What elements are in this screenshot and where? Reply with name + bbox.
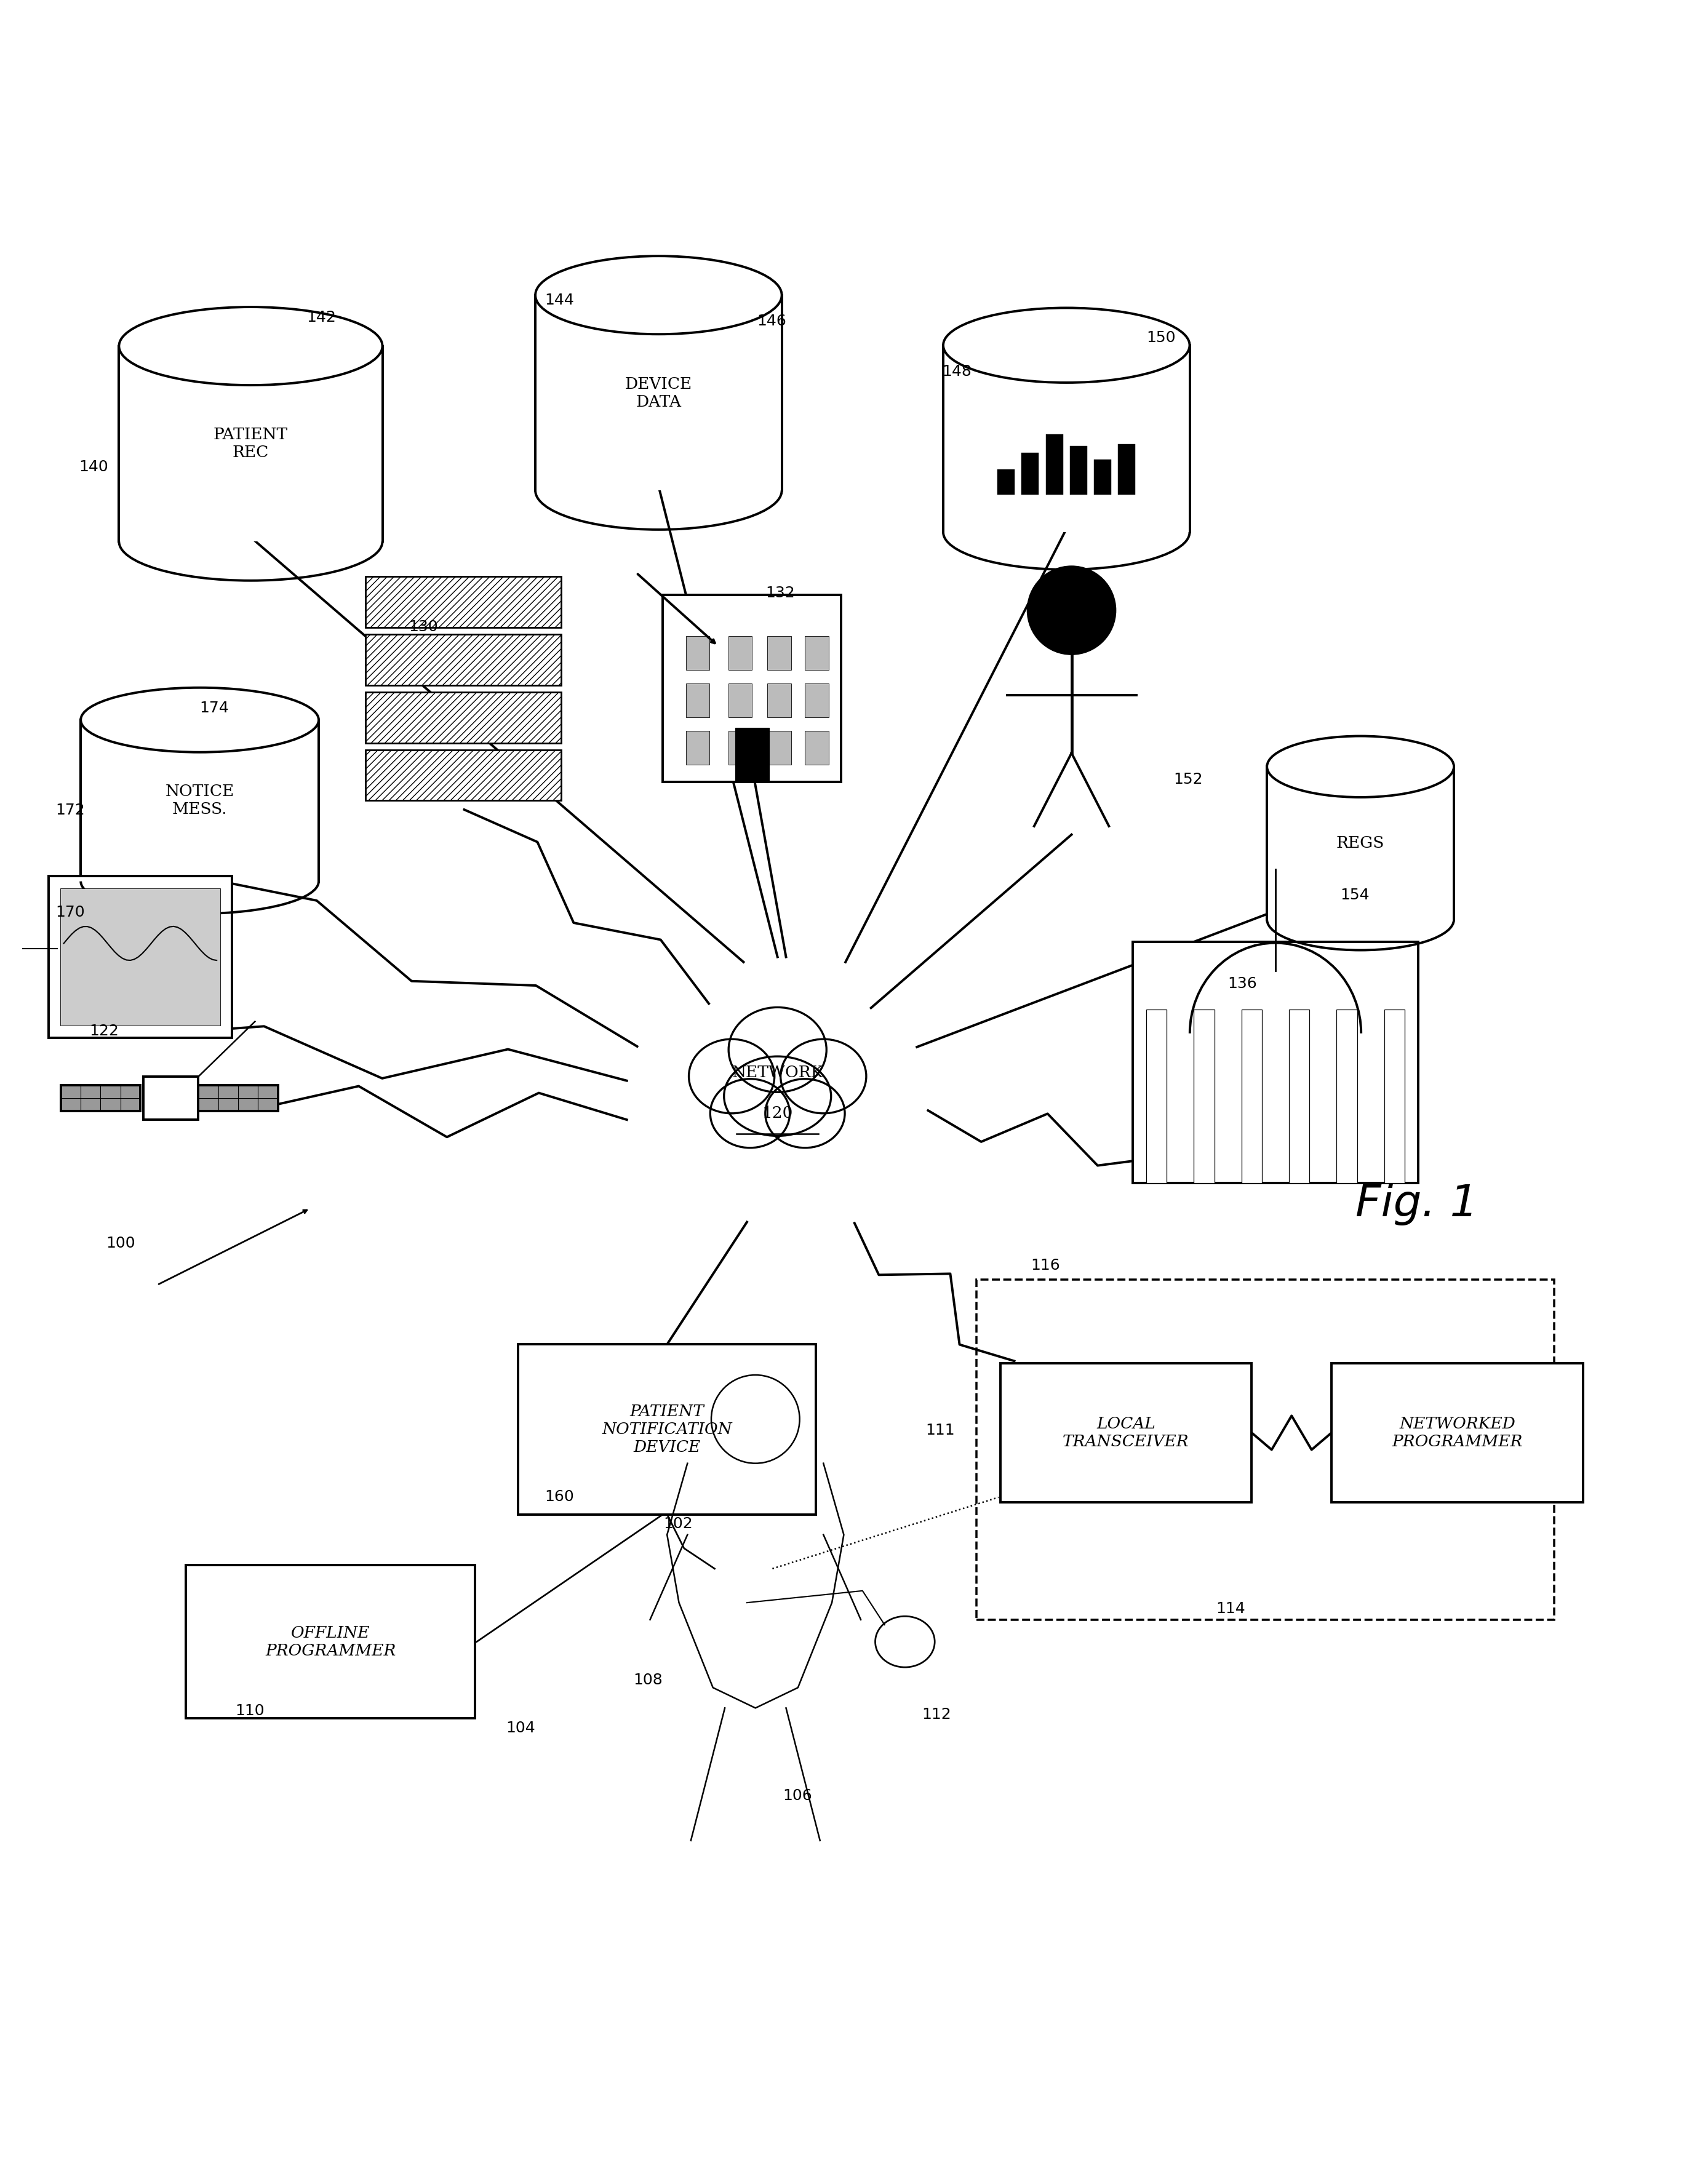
Bar — [1337, 1009, 1358, 1183]
Text: PATIENT
REC: PATIENT REC — [214, 427, 289, 460]
Bar — [518, 1344, 816, 1514]
Ellipse shape — [874, 1617, 934, 1667]
Bar — [60, 889, 220, 1026]
Bar — [804, 684, 828, 717]
Text: NETWORKED
PROGRAMMER: NETWORKED PROGRAMMER — [1392, 1416, 1522, 1449]
Circle shape — [711, 1375, 799, 1464]
Bar — [734, 728, 769, 782]
Text: 102: 102 — [664, 1517, 693, 1532]
Text: 136: 136 — [1228, 976, 1257, 991]
Ellipse shape — [724, 1057, 832, 1135]
Bar — [943, 344, 1190, 532]
Bar — [977, 1279, 1554, 1619]
Text: 130: 130 — [408, 619, 437, 634]
Text: 152: 152 — [1173, 771, 1202, 787]
Bar — [1194, 1009, 1214, 1183]
Ellipse shape — [943, 307, 1190, 384]
Bar — [1132, 941, 1418, 1183]
Circle shape — [1027, 567, 1115, 654]
Bar — [1001, 1364, 1252, 1501]
Text: DEVICE
DATA: DEVICE DATA — [625, 377, 692, 410]
Bar — [1095, 460, 1112, 495]
Text: NETWORK: NETWORK — [733, 1066, 823, 1081]
Bar — [186, 1565, 475, 1719]
Bar — [61, 1085, 140, 1111]
Ellipse shape — [688, 1039, 774, 1113]
Bar — [804, 730, 828, 765]
Bar — [535, 294, 782, 490]
Bar — [767, 636, 791, 669]
Ellipse shape — [781, 1039, 866, 1113]
Text: LOCAL
TRANSCEIVER: LOCAL TRANSCEIVER — [1062, 1416, 1189, 1449]
Text: 160: 160 — [545, 1488, 574, 1504]
Bar — [366, 575, 560, 628]
Text: PATIENT
NOTIFICATION
DEVICE: PATIENT NOTIFICATION DEVICE — [601, 1403, 733, 1456]
Bar — [767, 730, 791, 765]
Ellipse shape — [765, 1079, 845, 1148]
Text: 114: 114 — [1216, 1602, 1245, 1617]
Text: 106: 106 — [782, 1789, 811, 1804]
Text: 170: 170 — [55, 904, 85, 920]
Bar — [366, 634, 560, 684]
Bar — [198, 1085, 278, 1111]
Bar — [1021, 453, 1038, 495]
Bar — [997, 468, 1015, 495]
Bar — [366, 693, 560, 743]
Text: 148: 148 — [943, 364, 972, 379]
Bar — [143, 1076, 198, 1120]
Text: 142: 142 — [307, 309, 336, 325]
Bar — [80, 719, 319, 880]
Text: OFFLINE
PROGRAMMER: OFFLINE PROGRAMMER — [265, 1626, 396, 1658]
Text: 122: 122 — [89, 1024, 118, 1039]
Text: 100: 100 — [106, 1235, 135, 1251]
Text: 104: 104 — [506, 1721, 535, 1734]
Bar — [1290, 1009, 1310, 1183]
Ellipse shape — [535, 255, 782, 333]
Text: 108: 108 — [634, 1673, 663, 1687]
Bar — [1146, 1009, 1167, 1183]
Text: 154: 154 — [1341, 887, 1370, 902]
Ellipse shape — [1267, 737, 1454, 798]
Text: 140: 140 — [79, 460, 108, 475]
Text: Fig. 1: Fig. 1 — [1356, 1183, 1477, 1225]
Text: 150: 150 — [1146, 331, 1175, 344]
Text: 111: 111 — [926, 1423, 955, 1438]
Bar — [120, 346, 383, 543]
Text: REGS: REGS — [1336, 835, 1385, 850]
Ellipse shape — [711, 1079, 789, 1148]
Bar — [685, 636, 709, 669]
Ellipse shape — [80, 689, 319, 752]
Text: 116: 116 — [1030, 1257, 1061, 1273]
Text: 146: 146 — [757, 314, 787, 329]
Bar — [728, 684, 752, 717]
Bar — [728, 636, 752, 669]
Bar — [48, 876, 232, 1037]
Bar — [1045, 434, 1062, 495]
Bar — [804, 636, 828, 669]
Text: 132: 132 — [765, 586, 794, 599]
Bar — [767, 684, 791, 717]
Text: 110: 110 — [236, 1704, 265, 1719]
Bar — [663, 595, 842, 782]
Text: 172: 172 — [55, 802, 85, 817]
Text: 144: 144 — [545, 294, 574, 307]
Text: 174: 174 — [200, 702, 229, 715]
Text: 134: 134 — [1066, 612, 1097, 628]
Text: NOTICE
MESS.: NOTICE MESS. — [166, 784, 234, 817]
Bar — [1069, 447, 1086, 495]
Text: 120: 120 — [762, 1105, 793, 1120]
Ellipse shape — [729, 1007, 827, 1092]
Bar — [1332, 1364, 1583, 1501]
Bar — [1119, 445, 1136, 495]
Bar — [685, 684, 709, 717]
Bar — [685, 730, 709, 765]
Bar — [1383, 1009, 1404, 1183]
Bar — [1242, 1009, 1262, 1183]
Text: 112: 112 — [922, 1706, 951, 1721]
Bar — [1267, 767, 1454, 920]
Bar — [366, 750, 560, 800]
Ellipse shape — [120, 307, 383, 386]
Bar — [728, 730, 752, 765]
